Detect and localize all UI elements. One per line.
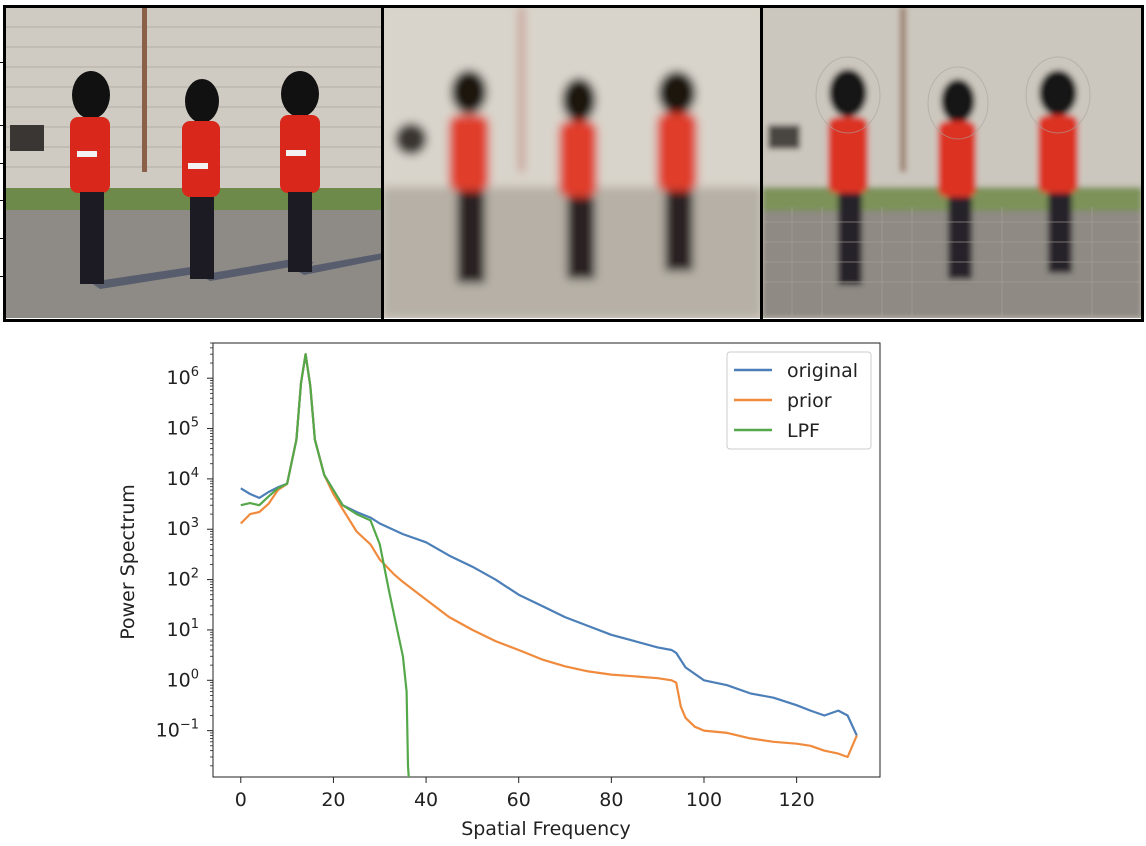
x-tick-label: 80 [599, 789, 623, 811]
x-axis-label: Spatial Frequency [461, 818, 631, 840]
x-tick-label: 40 [414, 789, 438, 811]
x-tick-label: 100 [686, 789, 722, 811]
series-line-lpf [240, 353, 410, 777]
y-axis: 10−1 100 101 102 103 104 105 106 [156, 342, 213, 767]
edge-tick [0, 125, 6, 126]
guards-photo-lpf [762, 7, 1142, 318]
legend-box [726, 351, 872, 450]
x-tick-label: 120 [778, 789, 814, 811]
y-tick-label: 10−1 [156, 718, 199, 742]
image-panel-prior [383, 7, 762, 318]
x-tick-label: 20 [321, 789, 345, 811]
edge-tick [0, 62, 6, 63]
legend: original prior LPF [726, 351, 872, 450]
edge-tick [0, 276, 6, 277]
legend-label-lpf: LPF [787, 420, 820, 442]
y-tick-label: 102 [167, 567, 199, 591]
guards-photo-prior [383, 7, 762, 318]
edge-tick [0, 163, 6, 164]
y-tick-label: 101 [167, 617, 199, 641]
y-tick-label: 100 [167, 667, 199, 691]
y-tick-label: 103 [167, 516, 199, 540]
x-tick-label: 60 [507, 789, 531, 811]
y-tick-label: 106 [167, 365, 199, 389]
image-panel-lpf [762, 7, 1142, 318]
y-tick-label: 104 [167, 466, 199, 490]
legend-label-original: original [787, 360, 858, 382]
x-axis: 0 20 40 60 80 100 120 [235, 777, 815, 811]
series-lines [240, 353, 858, 777]
x-tick-label: 0 [235, 789, 247, 811]
y-axis-label: Power Spectrum [117, 484, 139, 640]
image-panel-original [4, 7, 383, 318]
y-tick-label: 105 [167, 416, 199, 440]
guards-photo-original [4, 7, 383, 318]
edge-tick [0, 238, 6, 239]
legend-label-prior: prior [787, 390, 832, 412]
edge-tick [0, 200, 6, 201]
